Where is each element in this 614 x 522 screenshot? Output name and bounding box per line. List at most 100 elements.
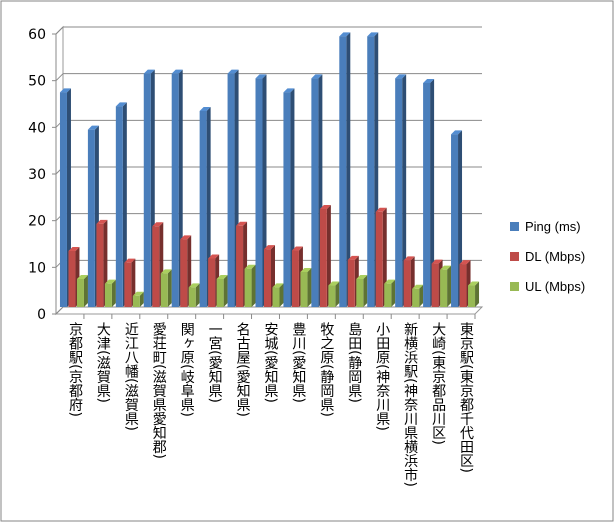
bar-top-face	[115, 102, 127, 107]
bar-top-face	[311, 74, 323, 79]
bar-top-face	[96, 219, 108, 224]
bar-top-face	[152, 222, 164, 227]
legend-swatch	[510, 222, 519, 231]
bar-front-face	[431, 263, 439, 307]
bar-top-face	[367, 32, 379, 37]
bar-front-face	[291, 250, 299, 307]
bar-top-face	[68, 247, 80, 251]
bar-front-face	[339, 36, 347, 307]
bar-side-face	[223, 275, 228, 307]
x-category-label: 東京駅(東京都千代田区)	[458, 322, 474, 473]
bar-ul	[440, 265, 452, 307]
y-tick-label: 30	[28, 167, 46, 183]
bar-front-face	[104, 283, 112, 307]
bar-front-face	[171, 73, 179, 308]
gridline-side	[55, 73, 64, 82]
bar-top-face	[199, 107, 211, 111]
bar-front-face	[283, 92, 291, 307]
x-category-label: 新横浜駅(神奈川県横浜市)	[402, 322, 418, 487]
bar-front-face	[115, 106, 123, 307]
bar-top-face	[375, 207, 387, 212]
bar-front-face	[188, 287, 196, 307]
bar-side-face	[251, 264, 256, 307]
legend-label: Ping (ms)	[525, 219, 581, 234]
bar-side-face	[195, 283, 200, 307]
y-tick-label: 40	[28, 120, 46, 136]
bar-ul	[76, 275, 88, 307]
bar-front-face	[403, 260, 411, 307]
bar-front-face	[87, 129, 95, 307]
x-category-label: 島田(静岡県)	[346, 322, 362, 403]
x-category-label: 大津(滋賀県)	[95, 322, 111, 403]
gridline-side	[55, 306, 64, 315]
bar-side-face	[83, 275, 88, 307]
bar-top-face	[264, 245, 275, 250]
bar-top-face	[328, 281, 340, 286]
bar-ping	[423, 79, 435, 307]
bar-top-face	[143, 69, 155, 74]
bar-ul	[300, 268, 312, 307]
bar-top-face	[431, 259, 443, 264]
bar-top-face	[339, 32, 351, 37]
bar-top-face	[244, 264, 256, 269]
x-category-label: 小田原(神奈川県)	[374, 322, 390, 431]
bar-front-face	[319, 209, 327, 307]
bar-front-face	[152, 226, 160, 307]
bar-side-face	[430, 79, 435, 307]
bar-ping	[115, 102, 127, 307]
bar-front-face	[124, 262, 132, 307]
bar-top-face	[76, 275, 88, 279]
bar-front-face	[367, 36, 375, 307]
bar-front-face	[451, 134, 459, 307]
bar-side-face	[402, 74, 407, 307]
bar-top-face	[236, 221, 248, 226]
bar-top-face	[384, 279, 396, 284]
bar-top-face	[208, 254, 220, 259]
bar-front-face	[347, 259, 355, 307]
x-category-label: 京都駅(京都府)	[67, 322, 83, 417]
bar-top-face	[132, 291, 144, 296]
bar-front-face	[356, 279, 364, 307]
bar-front-face	[375, 211, 383, 307]
bar-front-face	[208, 258, 216, 307]
bar-front-face	[311, 78, 319, 307]
bar-dl	[319, 205, 331, 307]
bar-ul	[356, 275, 368, 307]
bar-top-face	[180, 235, 192, 240]
bar-side-face	[122, 102, 127, 307]
gridline-side	[55, 26, 64, 35]
legend-label: DL (Mbps)	[525, 249, 585, 264]
bar-front-face	[440, 269, 448, 307]
y-tick-label: 10	[28, 260, 46, 276]
bar-ul	[160, 269, 172, 307]
bar-front-face	[328, 285, 336, 307]
bar-front-face	[132, 295, 140, 307]
x-category-label: 名古屋(愛知県)	[235, 322, 251, 417]
bar-top-face	[272, 283, 284, 288]
bar-ul	[468, 281, 480, 307]
bar-front-face	[264, 249, 271, 307]
x-category-label: 豊川(愛知県)	[290, 322, 306, 403]
bar-top-face	[227, 69, 239, 74]
bar-top-face	[451, 130, 463, 135]
bar-front-face	[59, 92, 67, 307]
bar-top-face	[423, 79, 435, 83]
bar-front-face	[96, 223, 104, 307]
bar-front-face	[143, 73, 151, 308]
bar-top-face	[403, 256, 415, 261]
bar-top-face	[356, 275, 368, 279]
bar-front-face	[412, 288, 420, 307]
bar-side-face	[391, 279, 396, 307]
bar-top-face	[171, 69, 183, 74]
bar-top-face	[291, 246, 303, 251]
bar-top-face	[395, 74, 407, 79]
bar-side-face	[335, 281, 340, 307]
bar-ul	[244, 264, 256, 307]
x-category-label: 愛荘町(滋賀県愛知郡)	[151, 322, 167, 459]
x-category-label: 安城(愛知県)	[263, 322, 279, 403]
legend-label: UL (Mbps)	[525, 279, 585, 294]
bar-ul	[188, 283, 200, 307]
bar-top-face	[160, 269, 172, 274]
bar-ul	[412, 284, 424, 307]
